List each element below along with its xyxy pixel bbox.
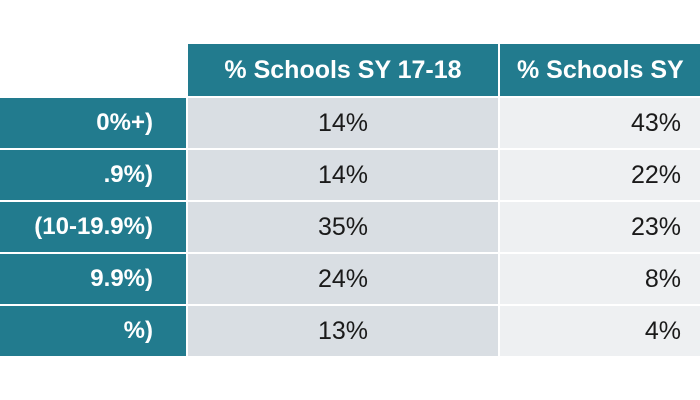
- row-label-text: (10-19.9%): [34, 213, 153, 240]
- table-cell: 4%: [500, 306, 700, 356]
- row-label: 0%+): [0, 98, 186, 148]
- row-label-text: 9.9%): [90, 265, 153, 292]
- row-label-text: .9%): [103, 161, 153, 188]
- table-cell-value: 22%: [630, 161, 681, 189]
- row-label: .9%): [0, 150, 186, 200]
- table-cell-value: 4%: [644, 317, 681, 345]
- table-cell: 23%: [500, 202, 700, 252]
- table-cell: 24%: [188, 254, 498, 304]
- row-label: (10-19.9%): [0, 202, 186, 252]
- row-label: %): [0, 306, 186, 356]
- table-cell: 8%: [500, 254, 700, 304]
- header-sy-17-18: % Schools SY 17-18: [188, 44, 498, 96]
- table-cell: 13%: [188, 306, 498, 356]
- table-cell-value: 8%: [644, 265, 681, 293]
- row-label: 9.9%): [0, 254, 186, 304]
- table-cell: 43%: [500, 98, 700, 148]
- row-label-text: 0%+): [96, 109, 153, 136]
- table-cell: 14%: [188, 98, 498, 148]
- table-cell: 22%: [500, 150, 700, 200]
- row-label-text: %): [123, 317, 153, 344]
- table-cell: 14%: [188, 150, 498, 200]
- table-cell-value: 23%: [630, 213, 681, 241]
- table-cell: 35%: [188, 202, 498, 252]
- header-sy-next: % Schools SY: [500, 44, 700, 96]
- table-cell-value: 43%: [630, 109, 681, 137]
